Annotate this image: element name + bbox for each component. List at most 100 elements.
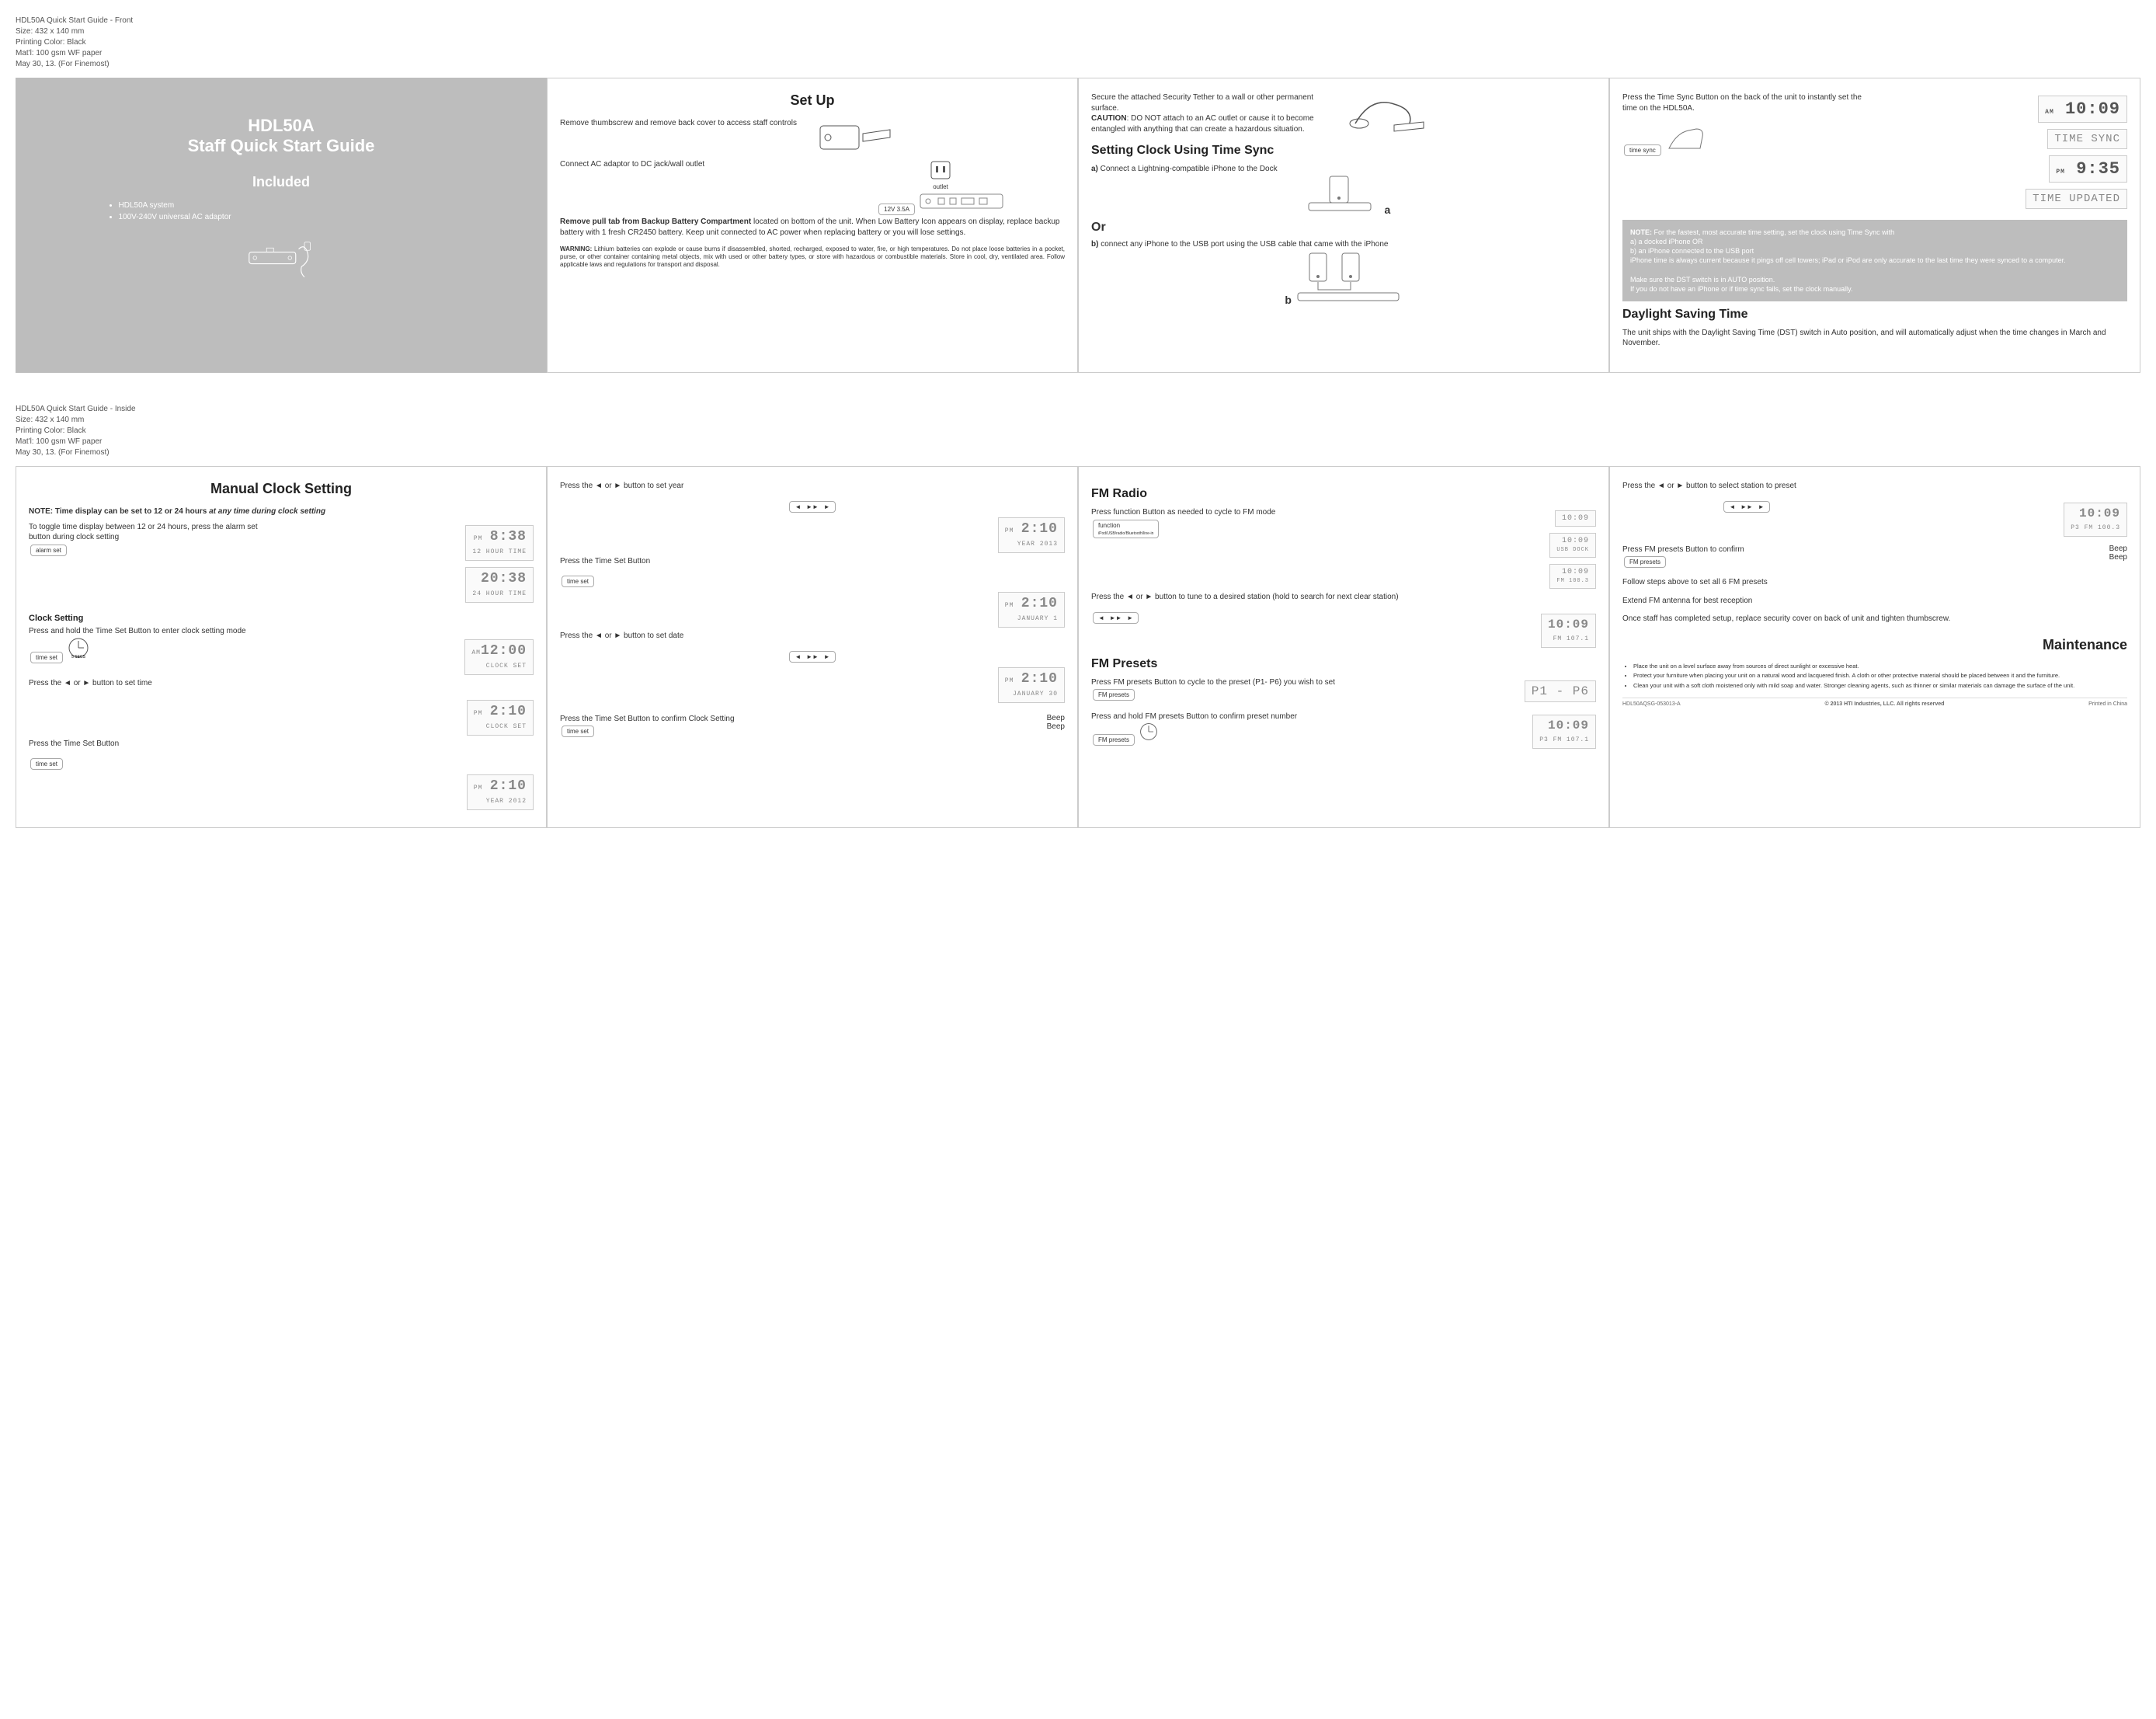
- panel-clock-cont: Press the ◄ or ► button to set year ◄ ►►…: [547, 466, 1078, 828]
- note-line1: For the fastest, most accurate time sett…: [1652, 228, 1894, 236]
- lcd-time1: AM 10:09: [2038, 96, 2127, 123]
- beep-text: Beep: [816, 714, 1065, 722]
- step-date: Press the ◄ or ► button to set date: [560, 631, 1065, 642]
- beep-text3: Beep: [1879, 545, 2127, 553]
- meta-front: HDL50A Quick Start Guide - Front Size: 4…: [16, 16, 2140, 70]
- lcd-year: PM 2:10YEAR 2012: [467, 774, 534, 810]
- note-a: a) a docked iPhone OR: [1630, 238, 1703, 245]
- lcd-settime: PM 2:10CLOCK SET: [467, 700, 534, 736]
- step-a-label: a): [1091, 165, 1098, 173]
- outlet-icon: [929, 159, 952, 181]
- antenna-text: Extend FM antenna for best reception: [1622, 596, 2127, 607]
- adaptor-label: 12V 3.5A: [878, 204, 915, 215]
- dock-icon: [1297, 175, 1382, 214]
- dst-text: The unit ships with the Daylight Saving …: [1622, 328, 2127, 349]
- fn-label: function: [1098, 522, 1120, 529]
- timesync-heading: Setting Clock Using Time Sync: [1091, 144, 1596, 158]
- staff-text: Once staff has completed setup, replace …: [1622, 614, 2127, 625]
- or-label: Or: [1091, 221, 1596, 235]
- alarm-set-button-label: alarm set: [30, 545, 67, 556]
- meta-line: Size: 432 x 140 mm: [16, 415, 2140, 426]
- step-press-ts: Press the Time Set Button: [29, 739, 534, 750]
- lcd-time2: PM 9:35: [2049, 155, 2127, 183]
- front-sheet: HDL50A Staff Quick Start Guide Included …: [16, 78, 2140, 373]
- timesync-button-label: time sync: [1624, 144, 1661, 156]
- lcd-preset: 10:09P3 FM 100.3: [2064, 503, 2127, 537]
- included-heading: Included: [29, 174, 534, 190]
- footer: HDL50AQSG-053013-A © 2013 HTI Industries…: [1622, 698, 2127, 707]
- note-label: NOTE: Time display can be set to 12 or 2…: [29, 507, 209, 516]
- step-confirm: Press the Time Set Button to confirm Clo…: [560, 714, 808, 725]
- tether-icon: [1348, 92, 1425, 135]
- a-marker: a: [1384, 204, 1390, 216]
- title-line1: HDL50A: [248, 116, 315, 135]
- lcd-fm-e: 10:09P3 FM 107.1: [1532, 715, 1596, 749]
- meta-line: HDL50A Quick Start Guide - Inside: [16, 404, 2140, 415]
- nav-buttons2: ◄ ►► ►: [789, 651, 835, 663]
- fm-presets-button-label: FM presets: [1093, 689, 1135, 701]
- lcd-fm-d: 10:09FM 107.1: [1541, 614, 1596, 648]
- usb-phones-icon: [1294, 249, 1403, 304]
- setup-step2: Connect AC adaptor to DC jack/wall outle…: [560, 159, 808, 170]
- step-b-text: connect any iPhone to the USB port using…: [1098, 240, 1388, 249]
- panel-fm: FM Radio Press function Button as needed…: [1078, 466, 1609, 828]
- nav-buttons3: ◄ ►► ►: [1093, 612, 1139, 624]
- meta-line: Mat'l: 100 gsm WF paper: [16, 437, 2140, 447]
- step-b: b) connect any iPhone to the USB port us…: [1091, 239, 1596, 250]
- timeset-button-label2: time set: [30, 758, 63, 770]
- timeset-button-label: time set: [30, 652, 63, 663]
- lcd-fm-c: 10:09FM 100.3: [1549, 564, 1596, 589]
- device-illustration: [246, 231, 316, 285]
- b-marker: b: [1285, 294, 1292, 306]
- meta-line: Printing Color: Black: [16, 426, 2140, 437]
- lcd-text1: TIME SYNC: [2047, 129, 2127, 149]
- step-year: Press the ◄ or ► button to set year: [560, 481, 1065, 492]
- footer-right: Printed in China: [2088, 701, 2127, 707]
- thumbscrew-icon: [816, 118, 894, 157]
- note-label: NOTE:: [1630, 228, 1652, 236]
- caution-label: CAUTION: [1091, 114, 1127, 123]
- fm-text2: Press the ◄ or ► button to tune to a des…: [1091, 592, 1596, 603]
- beep-text4: Beep: [1879, 553, 2127, 562]
- maint-item: Place the unit on a level surface away f…: [1633, 663, 2127, 670]
- note-line2: iPhone time is always current because it…: [1630, 256, 2066, 264]
- svg-text:5 SECS: 5 SECS: [71, 655, 85, 659]
- warning-label: WARNING:: [560, 245, 592, 252]
- warning-body: Lithium batteries can explode or cause b…: [560, 245, 1065, 268]
- preset-step1: Press the ◄ or ► button to select statio…: [1622, 481, 2127, 492]
- lcd-jan: PM 2:10JANUARY 1: [998, 592, 1065, 628]
- hand-press-icon: [1665, 121, 1720, 152]
- lcd-clockset: AM12:00CLOCK SET: [464, 639, 534, 675]
- meta-line: Size: 432 x 140 mm: [16, 26, 2140, 37]
- fp-text2: Press and hold FM presets Button to conf…: [1091, 712, 1340, 722]
- lcd-text2: TIME UPDATED: [2026, 189, 2127, 209]
- setup-heading: Set Up: [560, 92, 1065, 109]
- maint-item: Protect your furniture when placing your…: [1633, 672, 2127, 680]
- function-button-label: function iPod/USB/radio/Bluetooth/line-i…: [1093, 520, 1159, 538]
- step-ts2: Press the Time Set Button: [560, 556, 1065, 567]
- toggle-text: To toggle time display between 12 or 24 …: [29, 522, 277, 543]
- panel-maintenance: Press the ◄ or ► button to select statio…: [1609, 466, 2140, 828]
- note-line3: Make sure the DST switch is in AUTO posi…: [1630, 276, 1775, 284]
- lcd-value: 9:35: [2076, 159, 2120, 179]
- lcd-value: 10:09: [2065, 99, 2120, 119]
- footer-left: HDL50AQSG-053013-A: [1622, 701, 1681, 707]
- panel-timesync: Secure the attached Security Tether to a…: [1078, 78, 1609, 373]
- lcd-year2: PM 2:10YEAR 2013: [998, 517, 1065, 553]
- fm-radio-heading: FM Radio: [1091, 487, 1596, 501]
- lcd-fm-a: 10:09: [1555, 510, 1596, 527]
- timesync-press: Press the Time Sync Button on the back o…: [1622, 92, 1871, 113]
- lcd-12h: PM 8:3812 HOUR TIME: [465, 525, 534, 561]
- lcd-fm-b: 10:09USB DOCK: [1549, 533, 1596, 558]
- maintenance-heading: Maintenance: [1622, 637, 2127, 653]
- preset-step2: Press FM presets Button to confirm: [1622, 545, 1871, 555]
- maintenance-list: Place the unit on a level surface away f…: [1622, 663, 2127, 690]
- lcd-p1p6: P1 - P6: [1525, 680, 1596, 702]
- footer-mid: © 2013 HTI Industries, LLC. All rights r…: [1825, 701, 1945, 707]
- follow-text: Follow steps above to set all 6 FM prese…: [1622, 577, 2127, 588]
- list-item: 100V-240V universal AC adaptor: [119, 211, 458, 223]
- warning-text: WARNING: Lithium batteries can explode o…: [560, 245, 1065, 269]
- nav-buttons4: ◄ ►► ►: [1723, 501, 1769, 513]
- back-panel-icon: [919, 191, 1004, 211]
- panel-setup: Set Up Remove thumbscrew and remove back…: [547, 78, 1078, 373]
